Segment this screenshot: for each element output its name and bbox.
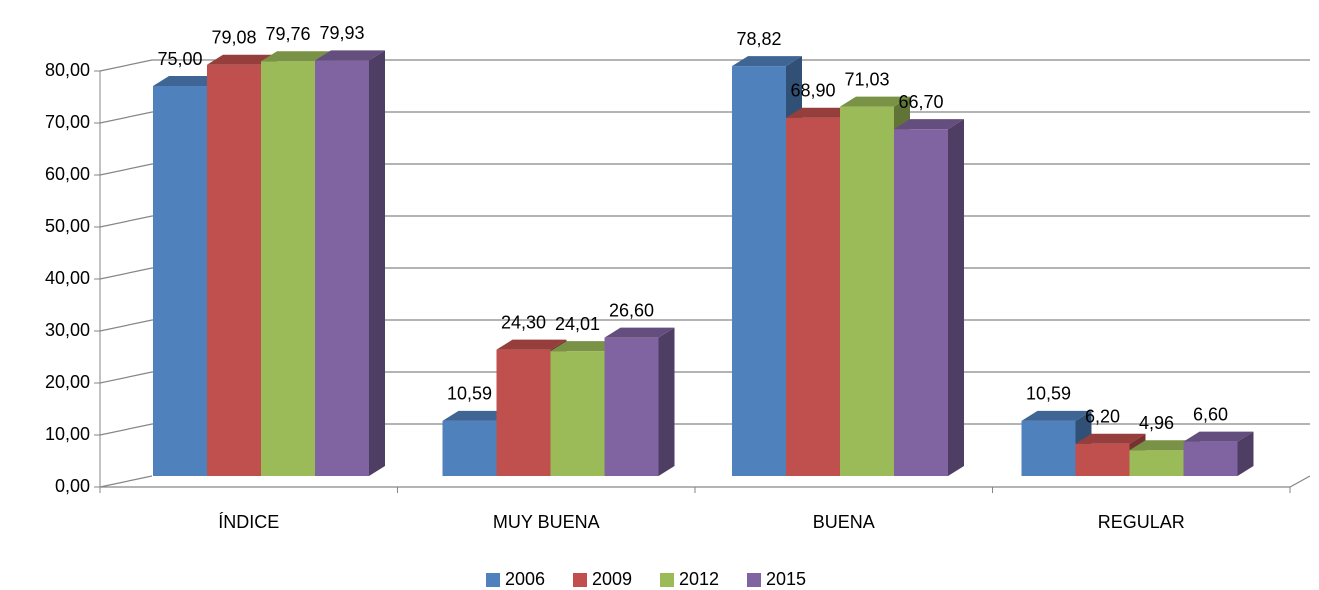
x-tick-label: REGULAR	[1098, 512, 1185, 532]
bar	[315, 60, 369, 476]
legend-label: 2012	[679, 569, 719, 589]
value-label: 24,01	[555, 314, 600, 334]
bar-side	[1237, 431, 1254, 476]
grid-line	[99, 59, 1310, 72]
value-label: 78,82	[736, 29, 781, 49]
x-tick-label: MUY BUENA	[493, 512, 600, 532]
bar	[894, 129, 948, 476]
bar-top	[207, 54, 277, 65]
legend-swatch	[660, 573, 674, 587]
bar	[153, 86, 207, 476]
bar-side	[369, 50, 385, 476]
legend-swatch	[486, 573, 500, 587]
bar	[1075, 443, 1130, 476]
floor-back	[99, 475, 153, 488]
y-tick-label: 60,00	[45, 164, 90, 184]
bar	[732, 66, 786, 477]
bar	[840, 106, 894, 477]
bar-side	[948, 119, 964, 476]
value-label: 75,00	[157, 49, 202, 69]
bar	[207, 64, 261, 476]
y-tick-label: 30,00	[45, 320, 90, 340]
bar-top	[1129, 440, 1200, 451]
legend-label: 2009	[592, 569, 632, 589]
bar	[1021, 420, 1076, 476]
legend-swatch	[573, 573, 587, 587]
bar-top	[1183, 431, 1254, 442]
grid-line	[99, 111, 1310, 124]
bar-top	[442, 410, 513, 421]
bar-top	[894, 119, 964, 130]
bar	[496, 349, 551, 476]
y-tick-label: 80,00	[45, 60, 90, 80]
bar	[604, 337, 659, 476]
bar-top	[1075, 433, 1146, 444]
bar	[550, 351, 605, 476]
bar	[261, 61, 315, 477]
legend-swatch	[747, 573, 761, 587]
bar-top	[153, 76, 223, 86]
y-tick-label: 10,00	[45, 424, 90, 444]
bar	[786, 117, 840, 476]
value-label: 6,60	[1193, 404, 1228, 424]
legend-label: 2006	[505, 569, 545, 589]
bar-top	[496, 339, 567, 350]
value-label: 4,96	[1139, 413, 1174, 433]
value-label: 10,59	[447, 384, 492, 404]
y-tick-label: 50,00	[45, 216, 90, 236]
bar	[1183, 441, 1238, 476]
bar-top	[732, 56, 802, 67]
legend-label: 2015	[766, 569, 806, 589]
value-label: 79,08	[211, 28, 256, 48]
bar-top	[604, 327, 675, 338]
bar-top	[550, 341, 621, 352]
bar-top	[1021, 410, 1092, 421]
bar	[1129, 450, 1184, 476]
value-label: 6,20	[1085, 407, 1120, 427]
value-label: 10,59	[1026, 384, 1071, 404]
value-label: 24,30	[501, 312, 546, 332]
value-label: 71,03	[844, 69, 889, 89]
bar-top	[786, 107, 856, 118]
bar-top	[261, 51, 331, 62]
bar-side	[658, 327, 675, 476]
x-tick-label: ÍNDICE	[218, 512, 279, 532]
bar-top	[840, 96, 910, 107]
y-tick-label: 70,00	[45, 112, 90, 132]
value-label: 68,90	[790, 80, 835, 100]
y-tick-label: 40,00	[45, 268, 90, 288]
value-label: 26,60	[609, 300, 654, 320]
value-label: 66,70	[898, 92, 943, 112]
y-tick-label: 0,00	[55, 476, 90, 496]
value-label: 79,93	[319, 23, 364, 43]
value-label: 79,76	[265, 24, 310, 44]
x-tick-label: BUENA	[813, 512, 875, 532]
bar	[442, 420, 497, 476]
grid-line	[100, 475, 1311, 488]
bar-top	[315, 50, 385, 61]
y-tick-label: 20,00	[45, 372, 90, 392]
